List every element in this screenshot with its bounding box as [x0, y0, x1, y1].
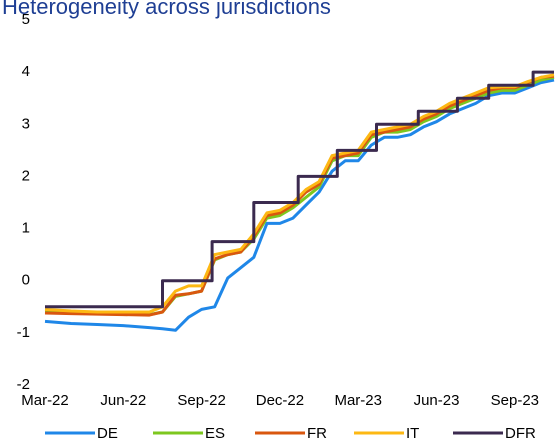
x-tick-label: Mar-22 [21, 392, 69, 409]
legend-label: IT [406, 425, 419, 442]
x-tick-label: Sep-23 [491, 392, 539, 409]
series-line [45, 70, 554, 309]
y-tick-label: 0 [22, 272, 30, 289]
series-line [44, 73, 555, 314]
chart-title: Heterogeneity across jurisdictions [2, 0, 331, 19]
series-line [44, 78, 555, 332]
y-tick-label: -1 [17, 324, 30, 341]
x-tick-label: Jun-22 [100, 392, 146, 409]
legend-label: DFR [505, 425, 536, 442]
y-tick-label: 3 [22, 115, 30, 132]
legend-label: DE [97, 425, 118, 442]
x-tick-label: Jun-23 [414, 392, 460, 409]
y-tick-label: 2 [22, 167, 30, 184]
x-tick-label: Dec-22 [256, 392, 304, 409]
legend-label: FR [307, 425, 327, 442]
legend-label: ES [205, 425, 225, 442]
y-tick-label: 4 [22, 63, 30, 80]
y-tick-label: 1 [22, 220, 30, 237]
y-tick-label: -2 [17, 376, 30, 393]
x-tick-label: Sep-22 [177, 392, 225, 409]
x-tick-label: Mar-23 [334, 392, 382, 409]
y-tick-label: 5 [22, 11, 30, 28]
